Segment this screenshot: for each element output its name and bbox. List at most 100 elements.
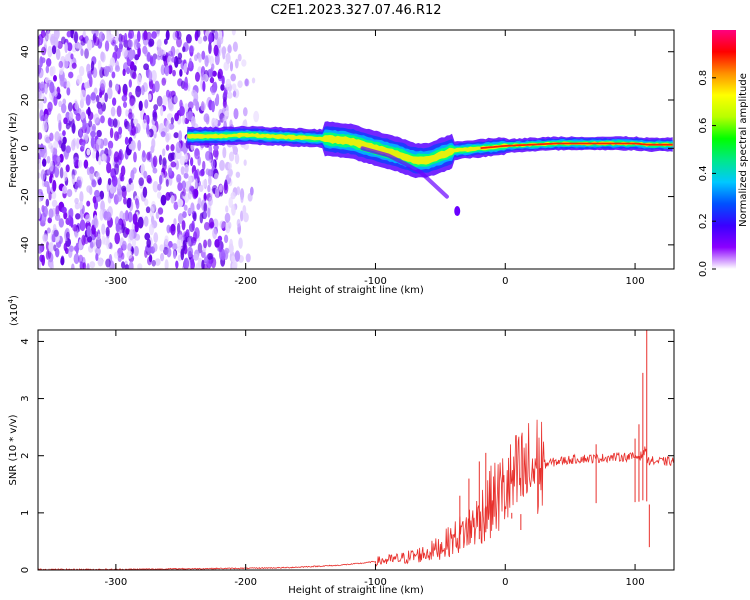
spectrogram-noise-cell	[178, 234, 184, 247]
spectrogram-noise-cell	[114, 232, 121, 245]
spectrogram-noise-cell	[162, 53, 167, 62]
spectrogram-noise-cell	[152, 111, 158, 122]
spectrogram-noise-cell	[221, 248, 226, 261]
spectrogram-noise-cell	[158, 216, 164, 223]
spectrogram-noise-cell	[208, 42, 212, 55]
spectrogram-noise-cell	[86, 225, 91, 238]
spectrogram-noise-cell	[53, 90, 58, 97]
spectrogram-noise-cell	[136, 74, 142, 86]
spectrogram-noise-cell	[173, 95, 178, 104]
spectrogram-noise-cell	[108, 65, 113, 73]
spectrogram-noise-cell	[106, 162, 112, 174]
colorbar: 0.0 0.2 0.4 0.6 0.8 Normalized spectral ampl…	[698, 30, 749, 277]
spectrogram-noise-cell	[146, 174, 152, 184]
spectrogram-noise-cell	[107, 87, 113, 100]
spectrogram-noise-cell	[214, 187, 220, 199]
spectrogram-noise-cell	[40, 30, 46, 39]
spectrogram-noise-cell	[87, 106, 91, 117]
spectrogram-noise-cell	[192, 212, 197, 222]
spectrogram-noise-cell	[58, 132, 64, 141]
spectrogram-noise-cell	[74, 197, 79, 205]
spectrogram-noise-cell	[202, 179, 208, 188]
spectrogram-noise-cell	[201, 50, 206, 60]
spectrogram-noise-cell	[244, 78, 249, 87]
spectrogram-noise-cell	[153, 232, 159, 243]
spectrogram-noise-cell	[176, 57, 182, 65]
spectrogram-noise-cell	[149, 55, 154, 65]
spectrogram-noise-cell	[97, 60, 102, 71]
spectrogram-noise-cell	[38, 132, 43, 140]
spectrogram-noise-cell	[71, 139, 76, 151]
spectrogram-x-ticks: -300 -200 -100 0 100	[105, 30, 645, 287]
spectrogram-noise-cell	[70, 53, 74, 60]
spectrogram-noise-cell	[136, 30, 141, 43]
spectrogram-noise-cell	[225, 78, 231, 88]
spectrogram-noise-cell	[224, 110, 230, 117]
spectrogram-noise-cell	[90, 130, 96, 138]
spectrogram-noise-cell	[123, 32, 128, 45]
spectrogram-noise-cell	[127, 39, 134, 49]
spectrogram-noise-cell	[231, 30, 236, 36]
spectrogram-noise-cell	[39, 56, 44, 68]
spectrogram-noise-cell	[144, 232, 151, 241]
spectrogram-noise-cell	[150, 145, 155, 153]
spectrogram-noise-cell	[38, 207, 41, 220]
spectrogram-noise-cell	[156, 95, 163, 107]
spectrogram-noise-cell	[71, 122, 76, 134]
spectrogram-noise-cell	[75, 113, 81, 122]
spectrogram-noise-cell	[38, 67, 41, 77]
spectrogram-noise-cell	[76, 137, 80, 150]
spectrogram-noise-cell	[152, 242, 158, 252]
spectrogram-noise-cell	[64, 247, 69, 255]
spectrogram-noise-cell	[51, 65, 56, 76]
spectrogram-noise-cell	[164, 259, 169, 269]
spectrogram-noise-cell	[127, 112, 133, 120]
spectrogram-y-ticks: -40 -20 0 20 40	[20, 45, 674, 253]
spectrogram-noise-cell	[174, 151, 178, 164]
spectrogram-noise-cell	[76, 74, 83, 85]
spectrogram-noise-cell	[117, 255, 122, 263]
spectrogram-noise-cell	[170, 223, 176, 236]
snr-y-tick-label: 3	[20, 395, 31, 401]
spectrogram-noise-cell	[95, 94, 100, 103]
spectrogram-noise-cell	[132, 118, 139, 125]
spectrogram-noise-cell	[207, 184, 211, 193]
spectrogram-noise-cell	[104, 40, 110, 52]
spectrogram-noise-cell	[144, 99, 149, 109]
spectrogram-noise-cell	[126, 250, 133, 259]
spectrogram-noise-cell	[38, 259, 41, 269]
spectrogram-noise-cell	[90, 60, 95, 71]
spectrogram-noise-cell	[207, 168, 212, 179]
spectrogram-noise-cell	[184, 103, 189, 113]
spectrogram-noise-cell	[179, 155, 186, 166]
spectrogram-noise-cell	[138, 100, 143, 111]
spectrogram-noise-cell	[121, 223, 125, 234]
snr-y-axis-label: SNR (10 * v/v)	[8, 414, 19, 485]
spectrogram-noise-cell	[114, 163, 119, 176]
spectrogram-noise-cell	[121, 252, 125, 260]
spectrogram-noise-cell	[80, 89, 87, 102]
spectrogram-noise-cell	[96, 129, 102, 138]
spectrogram-branch	[360, 146, 449, 199]
spectrogram-noise-cell	[140, 84, 145, 96]
spectrogram-noise-cell	[154, 80, 160, 93]
spectrogram-noise-cell	[147, 256, 152, 266]
spectrogram-noise-cell	[85, 214, 91, 224]
spectrogram-noise-cell	[179, 106, 185, 117]
colorbar-tick-label: 0.0	[698, 261, 709, 277]
spectrogram-noise-cell	[42, 205, 48, 218]
spectrogram-noise-cell	[71, 62, 77, 69]
spectrogram-noise-cell	[182, 46, 186, 53]
spectrogram-noise-cell	[89, 241, 94, 249]
spectrogram-noise-cell	[194, 71, 201, 82]
spectrogram-noise-cell	[203, 202, 208, 213]
spectrogram-noise-cell	[177, 213, 184, 224]
spectrogram-noise-cell	[80, 141, 86, 150]
spectrogram-noise-cell	[91, 123, 97, 132]
spectrogram-noise-cell	[115, 223, 120, 233]
spectrogram-noise-cell	[80, 48, 84, 57]
spectrogram-noise-cell	[42, 121, 48, 132]
spectrogram-noise-cell	[238, 237, 243, 249]
spectrogram-noise-cell	[215, 93, 220, 104]
